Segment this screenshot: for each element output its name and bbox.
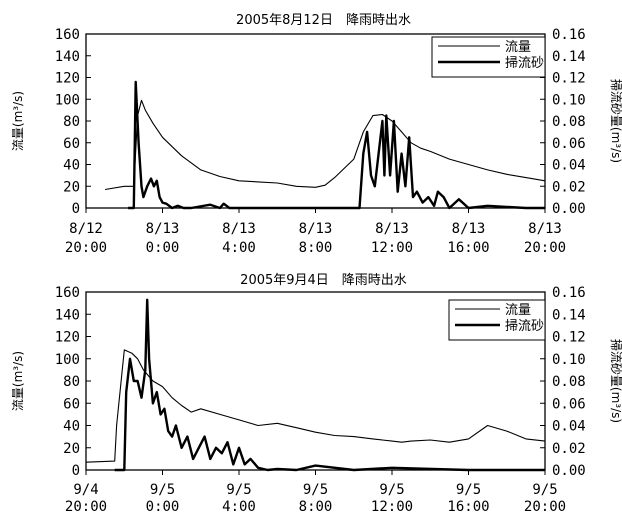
y2-tick-label: 0.10 — [552, 352, 586, 368]
y2-tick-label: 0.14 — [552, 307, 586, 323]
x-tick-label-date: 8/12 — [69, 221, 103, 237]
y2-tick-label: 0.06 — [552, 396, 586, 412]
y2-axis-label: 掃流砂量(m³/s) — [609, 339, 622, 423]
x-tick-label-time: 20:00 — [524, 240, 566, 256]
y-tick-label: 80 — [63, 374, 80, 390]
y2-tick-label: 0.12 — [552, 330, 586, 346]
x-tick-label-time: 16:00 — [447, 240, 489, 256]
y-tick-label: 20 — [63, 441, 80, 457]
x-tick-label-date: 9/5 — [532, 482, 557, 498]
y2-tick-label: 0.02 — [552, 441, 586, 457]
series-line-bedload — [114, 298, 545, 472]
x-tick-label-time: 8:00 — [299, 240, 333, 256]
y2-tick-label: 0.10 — [552, 92, 586, 108]
y2-tick-label: 0.12 — [552, 71, 586, 87]
y-tick-label: 60 — [63, 136, 80, 152]
y-tick-label: 80 — [63, 114, 80, 130]
series-line-flow — [105, 99, 546, 191]
y2-tick-label: 0.08 — [552, 374, 586, 390]
y2-tick-label: 0.00 — [552, 201, 586, 217]
y-axis-label: 流量(m³/s) — [11, 351, 25, 411]
chart-title: 2005年8月12日 降雨時出水 — [236, 13, 411, 28]
y-tick-label: 120 — [55, 71, 80, 87]
x-tick-label-date: 9/5 — [456, 482, 481, 498]
y2-tick-label: 0.02 — [552, 179, 586, 195]
y-tick-label: 140 — [55, 49, 80, 65]
x-tick-label-time: 4:00 — [222, 499, 256, 515]
y2-tick-label: 0.08 — [552, 114, 586, 130]
x-tick-label-date: 9/5 — [150, 482, 175, 498]
x-tick-label-time: 12:00 — [371, 499, 413, 515]
y-tick-label: 100 — [55, 352, 80, 368]
y-tick-label: 160 — [55, 285, 80, 301]
y2-tick-label: 0.04 — [552, 158, 586, 174]
y-tick-label: 40 — [63, 158, 80, 174]
x-tick-label-time: 20:00 — [65, 499, 107, 515]
x-tick-label-time: 0:00 — [146, 240, 180, 256]
x-tick-label-time: 12:00 — [371, 240, 413, 256]
y-tick-label: 120 — [55, 330, 80, 346]
x-tick-label-date: 8/13 — [146, 221, 180, 237]
x-tick-label-time: 20:00 — [65, 240, 107, 256]
chart-1: 2005年8月12日 降雨時出水 0 20 40 60 80 100 120 140 160 0.0… — [11, 13, 622, 256]
y2-axis-label: 掃流砂量(m³/s) — [609, 79, 622, 163]
y2-tick-label: 0.14 — [552, 49, 586, 65]
legend-label: 掃流砂 — [505, 55, 544, 71]
x-tick-label-date: 8/13 — [452, 221, 486, 237]
x-tick-label-date: 8/13 — [528, 221, 562, 237]
y-tick-label: 0 — [72, 201, 80, 217]
x-tick-label-date: 8/13 — [299, 221, 333, 237]
y2-tick-label: 0.16 — [552, 285, 586, 301]
x-tick-label-time: 20:00 — [524, 499, 566, 515]
y2-tick-label: 0.04 — [552, 419, 586, 435]
x-tick-label-date: 8/13 — [375, 221, 409, 237]
y-tick-label: 20 — [63, 179, 80, 195]
chart-2: 2005年9月4日 降雨時出水 0 20 40 60 80 100 120 140 160 0.00… — [11, 273, 622, 515]
legend-box — [448, 299, 546, 341]
y2-tick-label: 0.00 — [552, 463, 586, 479]
y2-tick-label: 0.16 — [552, 27, 586, 43]
legend-box — [431, 36, 546, 78]
x-tick-label-time: 0:00 — [146, 499, 180, 515]
x-tick-label-time: 16:00 — [447, 499, 489, 515]
x-tick-label-date: 8/13 — [222, 221, 256, 237]
x-tick-label-date: 9/5 — [303, 482, 328, 498]
y-tick-label: 100 — [55, 92, 80, 108]
y-tick-label: 160 — [55, 27, 80, 43]
x-tick-label-time: 4:00 — [222, 240, 256, 256]
legend-label: 掃流砂 — [505, 318, 544, 334]
legend-label: 流量 — [505, 40, 531, 55]
legend-label: 流量 — [505, 303, 531, 318]
y2-tick-label: 0.06 — [552, 136, 586, 152]
series-line-flow — [85, 349, 546, 463]
x-tick-label-date: 9/5 — [226, 482, 251, 498]
y-tick-label: 140 — [55, 307, 80, 323]
y-tick-label: 60 — [63, 396, 80, 412]
x-tick-label-date: 9/4 — [73, 482, 98, 498]
x-tick-label-time: 8:00 — [299, 499, 333, 515]
y-tick-label: 40 — [63, 419, 80, 435]
x-tick-label-date: 9/5 — [379, 482, 404, 498]
series-line-bedload — [128, 80, 545, 210]
chart-title: 2005年9月4日 降雨時出水 — [240, 273, 407, 288]
y-tick-label: 0 — [72, 463, 80, 479]
y-axis-label: 流量(m³/s) — [11, 91, 25, 151]
